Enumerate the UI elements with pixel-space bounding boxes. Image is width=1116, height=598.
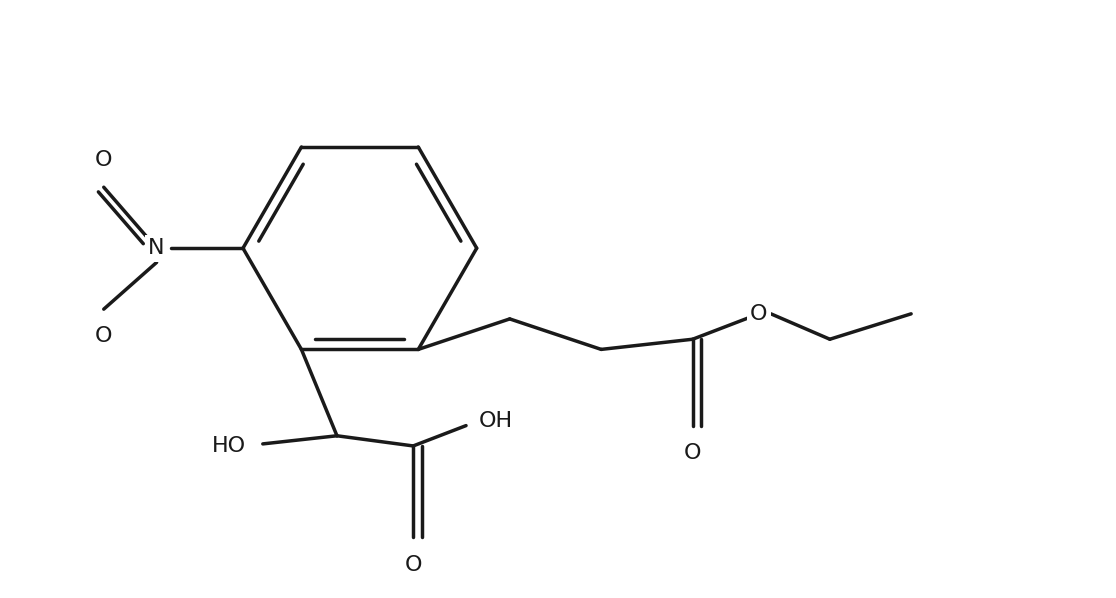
Text: O: O [95,150,113,170]
Text: O: O [95,327,113,346]
Text: N: N [148,238,165,258]
Text: OH: OH [479,411,513,431]
Text: HO: HO [211,436,246,456]
Text: O: O [750,304,768,324]
Text: O: O [404,555,422,575]
Text: O: O [684,443,701,463]
